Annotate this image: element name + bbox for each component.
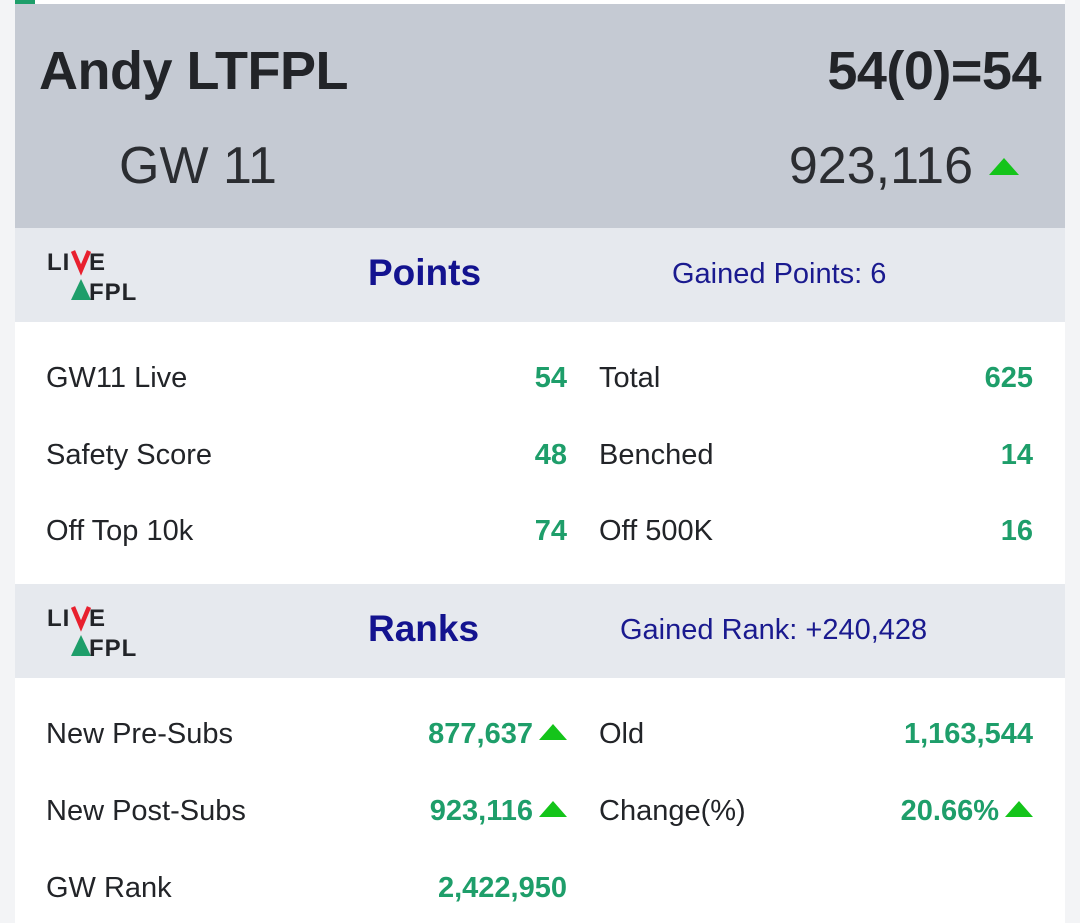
overall-rank-value: 923,116 <box>788 137 973 195</box>
arrow-up-icon <box>989 157 1019 175</box>
overall-rank: 923,116 <box>789 136 1019 196</box>
safety-score-value: 48 <box>534 439 567 471</box>
benched-value: 14 <box>1000 439 1033 471</box>
old-rank-label: Old <box>599 718 645 750</box>
off-top-10k-value: 74 <box>534 515 567 547</box>
benched-label: Benched <box>599 439 714 471</box>
change-percent-label: Change(%) <box>599 795 746 827</box>
new-pre-subs-label: New Pre-Subs <box>46 718 233 750</box>
new-post-subs-value: 923,116 <box>430 795 567 828</box>
ranks-row: GW Rank 2,422,950 <box>15 856 1065 916</box>
livefpl-logo: LI E FPL <box>47 249 137 304</box>
total-value: 625 <box>984 362 1033 394</box>
ranks-row: New Pre-Subs 877,637 Old 1,163,544 <box>15 702 1065 762</box>
arrow-up-icon <box>539 800 567 817</box>
gw-rank-value: 2,422,950 <box>437 872 567 904</box>
safety-score-label: Safety Score <box>46 439 213 471</box>
new-pre-subs-value: 877,637 <box>428 718 567 751</box>
svg-text:LI: LI <box>47 249 70 276</box>
new-post-subs-label: New Post-Subs <box>46 795 246 827</box>
points-row: Safety Score 48 Benched 14 <box>15 423 1065 483</box>
svg-text:FPL: FPL <box>89 635 137 660</box>
accent-mark <box>15 0 35 4</box>
off-500k-label: Off 500K <box>599 515 713 547</box>
team-name[interactable]: Andy LTFPL <box>39 41 348 101</box>
gw-score: 54(0)=54 <box>827 41 1041 101</box>
ranks-section-header: LI E FPL Ranks Gained Rank: +240,428 <box>15 584 1065 678</box>
off-top-10k-label: Off Top 10k <box>46 515 194 547</box>
gw-live-value: 54 <box>534 362 567 394</box>
points-row: Off Top 10k 74 Off 500K 16 <box>15 499 1065 559</box>
arrow-up-icon <box>1005 800 1033 817</box>
gained-points: Gained Points: 6 <box>672 258 887 290</box>
new-pre-subs-number: 877,637 <box>428 718 533 750</box>
svg-text:E: E <box>89 605 105 632</box>
arrow-up-icon <box>539 723 567 740</box>
change-percent-value: 20.66% <box>901 795 1033 828</box>
svg-text:E: E <box>89 249 105 276</box>
gw-live-label: GW11 Live <box>46 362 188 394</box>
old-rank-value: 1,163,544 <box>903 718 1033 750</box>
gained-rank: Gained Rank: +240,428 <box>620 614 928 646</box>
off-500k-value: 16 <box>1000 515 1033 547</box>
points-row: GW11 Live 54 Total 625 <box>15 346 1065 406</box>
points-title: Points <box>368 252 482 293</box>
gameweek-label: GW 11 <box>119 137 277 195</box>
team-header: Andy LTFPL 54(0)=54 GW 11 923,116 <box>15 4 1065 228</box>
points-section-header: LI E FPL Points Gained Points: 6 <box>15 228 1065 322</box>
change-percent-number: 20.66% <box>900 795 999 827</box>
ranks-row: New Post-Subs 923,116 Change(%) 20.66% <box>15 779 1065 839</box>
new-post-subs-number: 923,116 <box>429 795 533 827</box>
live-fpl-card: Andy LTFPL 54(0)=54 GW 11 923,116 LI E F… <box>15 0 1065 923</box>
ranks-title: Ranks <box>368 608 480 649</box>
gw-rank-label: GW Rank <box>46 872 172 904</box>
livefpl-logo: LI E FPL <box>47 605 137 660</box>
svg-text:LI: LI <box>47 605 70 632</box>
total-label: Total <box>599 362 661 394</box>
svg-text:FPL: FPL <box>89 279 137 304</box>
